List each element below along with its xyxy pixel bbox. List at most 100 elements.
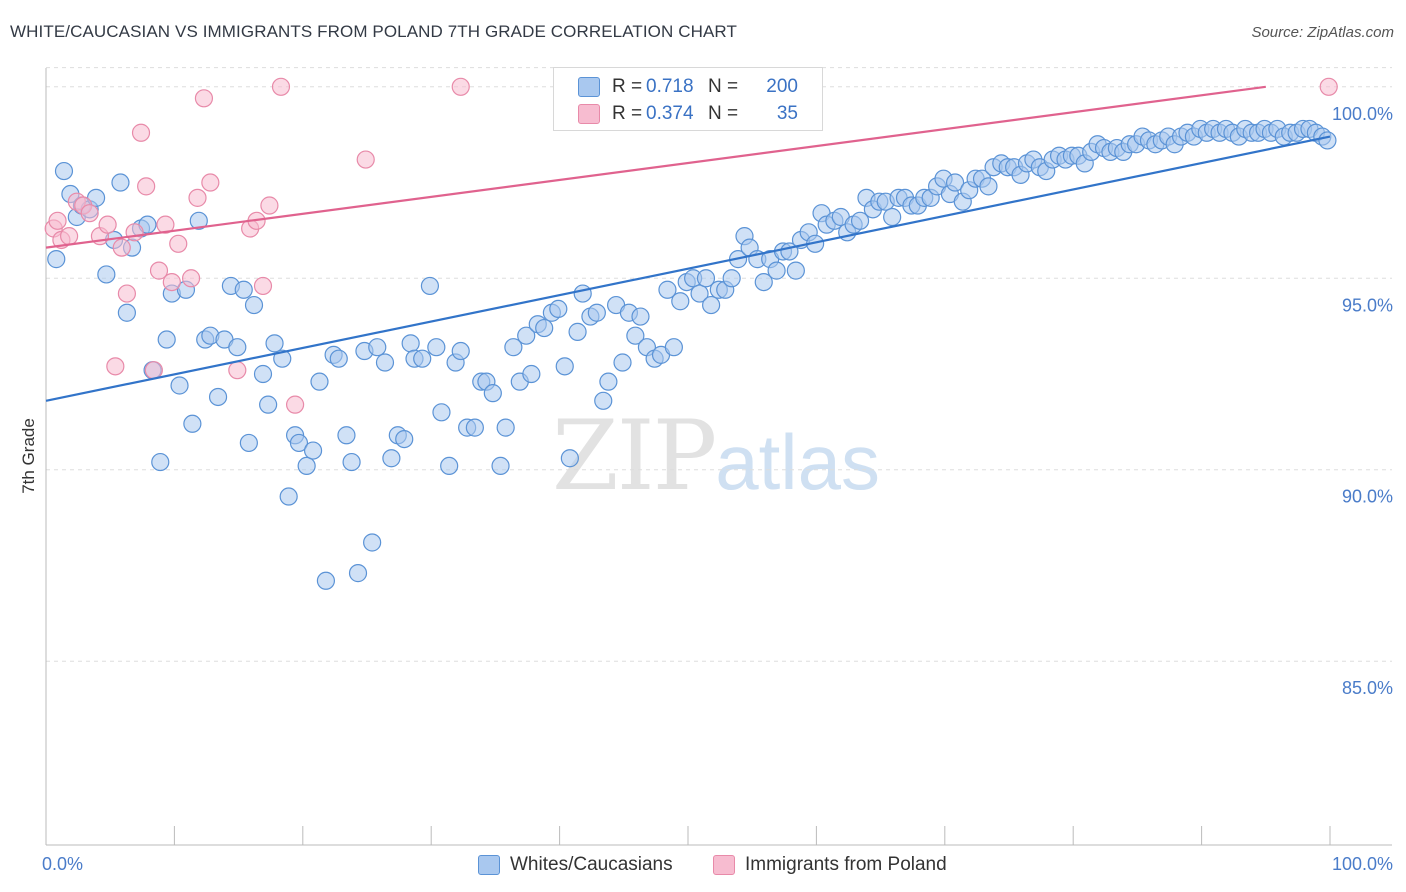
point-poland (253, 276, 273, 296)
point-whites (496, 418, 515, 437)
bottom-legend-swatch-poland (713, 855, 735, 875)
bottom-legend-label-whites: Whites/Caucasians (510, 854, 673, 875)
point-whites (671, 292, 690, 311)
legend-n-label: N = (708, 103, 739, 124)
point-whites (170, 376, 189, 395)
series-whites-points (47, 119, 1337, 590)
x-tick-label-max: 100.0% (1332, 854, 1393, 874)
point-poland (60, 227, 79, 246)
point-whites (658, 280, 677, 299)
point-whites (401, 334, 420, 353)
point-whites (208, 387, 228, 407)
point-whites (549, 299, 568, 319)
point-whites (47, 250, 66, 269)
point-whites (599, 372, 618, 391)
point-whites (368, 338, 387, 357)
point-poland (80, 204, 99, 223)
point-whites (54, 161, 74, 181)
point-whites (273, 349, 292, 368)
point-poland (144, 361, 163, 380)
point-poland (117, 284, 136, 303)
trend-lines (45, 85, 1331, 402)
point-whites (244, 295, 264, 315)
legend-r-value: 0.374 (646, 103, 694, 124)
point-whites (420, 276, 440, 296)
point-whites (427, 338, 446, 357)
point-whites (451, 341, 470, 361)
grid-lines (46, 67, 1392, 662)
point-whites (945, 173, 965, 192)
point-poland (356, 150, 375, 169)
legend-r-value: 0.718 (646, 76, 694, 97)
point-whites (259, 395, 278, 414)
point-whites (786, 261, 805, 280)
y-tick-label: 100.0% (1332, 104, 1393, 124)
point-whites (297, 456, 316, 476)
point-poland (188, 188, 207, 207)
point-whites (696, 269, 716, 288)
legend-r-label: R = (612, 76, 643, 97)
point-whites (310, 372, 329, 391)
point-whites (395, 429, 414, 449)
point-poland (156, 215, 175, 234)
point-whites (522, 364, 541, 384)
point-whites (342, 452, 361, 472)
point-whites (189, 211, 208, 230)
point-whites (157, 330, 176, 349)
point-poland (137, 177, 156, 196)
point-whites (253, 364, 273, 384)
point-whites (432, 403, 451, 422)
bottom-legend-whites: Whites/Caucasians (478, 852, 673, 878)
point-whites (289, 433, 309, 453)
point-poland (260, 196, 279, 215)
point-poland (181, 269, 201, 288)
y-tick-label: 90.0% (1342, 487, 1393, 507)
legend-n-value: 35 (776, 103, 798, 124)
chart-title: WHITE/CAUCASIAN VS IMMIGRANTS FROM POLAN… (10, 22, 737, 41)
point-whites (375, 353, 395, 372)
point-whites (587, 303, 606, 322)
point-poland (194, 89, 214, 108)
point-whites (555, 357, 574, 376)
y-tick-label: 95.0% (1342, 295, 1393, 315)
point-whites (664, 338, 683, 357)
point-whites (1318, 131, 1337, 150)
bottom-legend-poland: Immigrants from Poland (713, 852, 947, 878)
point-whites (117, 303, 136, 322)
watermark: ZIPatlas (552, 400, 880, 512)
source-credit: Source: ZipAtlas.com (1251, 24, 1394, 41)
point-whites (767, 261, 786, 280)
point-poland (98, 215, 117, 234)
point-whites (517, 326, 536, 345)
point-whites (690, 284, 709, 303)
point-poland (112, 238, 131, 257)
point-whites (754, 272, 773, 292)
point-whites (626, 326, 645, 345)
point-whites (279, 487, 298, 506)
point-whites (239, 433, 258, 453)
point-whites (265, 334, 284, 353)
x-tick-label-min: 0.0% (42, 854, 83, 874)
point-poland (169, 234, 188, 253)
stats-legend: R = 0.718 N = 200 R = 0.374 N = 35 (553, 67, 823, 131)
point-poland (162, 272, 181, 292)
point-whites (316, 571, 336, 590)
point-poland (1319, 77, 1338, 96)
bottom-legend-swatch-whites (478, 855, 500, 875)
point-whites (228, 338, 247, 357)
watermark-atlas: atlas (715, 418, 880, 506)
point-whites (560, 449, 579, 468)
point-whites (329, 349, 348, 368)
point-whites (111, 173, 130, 192)
point-poland (125, 223, 144, 242)
point-whites (504, 338, 523, 357)
point-whites (850, 211, 870, 230)
point-whites (151, 452, 170, 472)
point-whites (465, 418, 484, 437)
legend-n-label: N = (708, 76, 739, 97)
point-whites (535, 318, 554, 338)
point-whites (613, 353, 632, 372)
point-poland (149, 261, 169, 280)
axes (45, 68, 1392, 846)
